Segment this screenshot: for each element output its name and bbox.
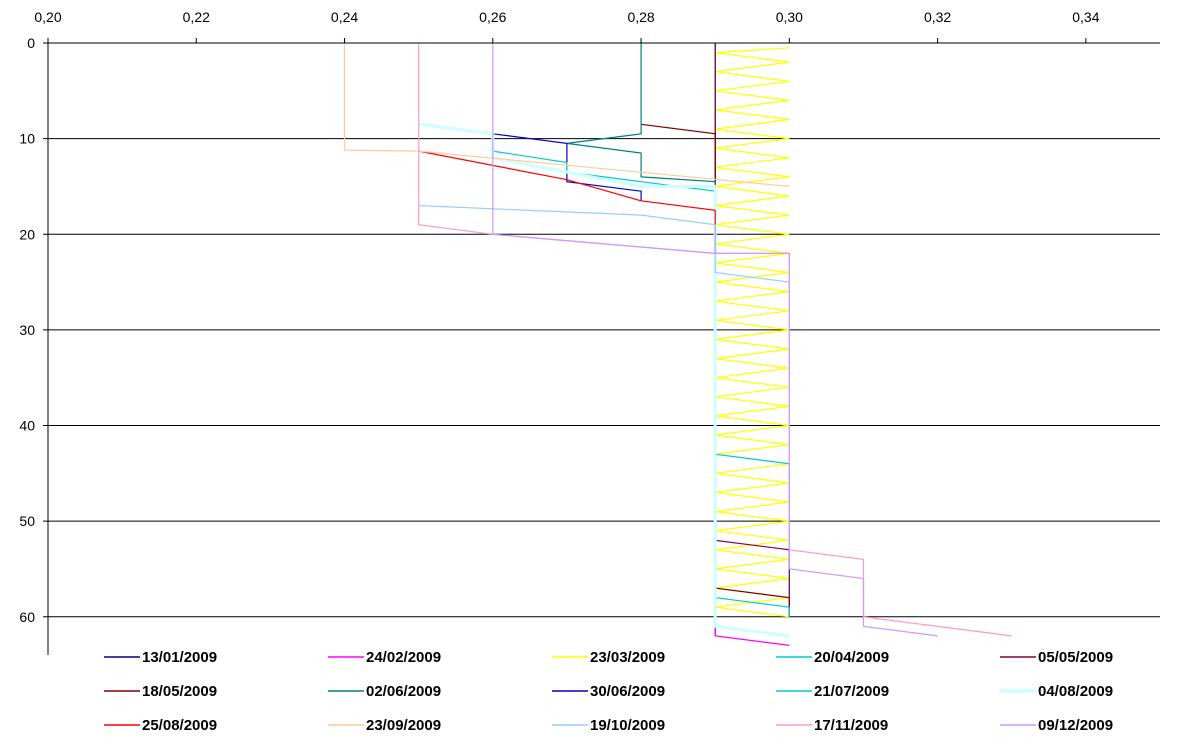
x-tick-label: 0,34: [1072, 9, 1099, 25]
series-line-15: [492, 43, 938, 637]
series-line-13: [418, 205, 790, 283]
legend-label: 19/10/2009: [590, 717, 665, 734]
series-line-7: [566, 43, 716, 541]
legend-label: 05/05/2009: [1038, 649, 1113, 666]
y-tick-label: 50: [19, 513, 35, 529]
legend-label: 02/06/2009: [366, 683, 441, 700]
x-tick-label: 0,24: [331, 9, 358, 25]
y-tick-label: 60: [19, 609, 35, 625]
y-tick-label: 20: [19, 226, 35, 242]
x-tick-label: 0,22: [183, 9, 210, 25]
x-tick-label: 0,28: [627, 9, 654, 25]
x-tick-label: 0,30: [776, 9, 803, 25]
legend-label: 30/06/2009: [590, 683, 665, 700]
x-tick-label: 0,20: [34, 9, 61, 25]
axes: 0,20 0,22 0,24 0,26 0,28 0,30 0,32 0,34 0 10 20 30 4…: [19, 9, 1160, 655]
gridlines: [48, 138, 1160, 618]
legend-label: 24/02/2009: [366, 649, 441, 666]
y-tick-label: 10: [19, 131, 35, 147]
legend-label: 21/07/2009: [814, 683, 889, 700]
legend-label: 25/08/2009: [142, 717, 217, 734]
y-tick-label: 0: [27, 35, 35, 51]
x-tick-label: 0,26: [479, 9, 506, 25]
series-line-8: [492, 133, 642, 201]
legend-label: 23/09/2009: [366, 717, 441, 734]
series-line-12: [343, 43, 790, 187]
legend-label: 04/08/2009: [1038, 683, 1113, 700]
legend-label: 09/12/2009: [1038, 717, 1113, 734]
y-tick-label: 40: [19, 418, 35, 434]
legend-label: 23/03/2009: [590, 649, 665, 666]
x-tick-label: 0,32: [924, 9, 951, 25]
legend-label: 20/04/2009: [814, 649, 889, 666]
legend-label: 13/01/2009: [142, 649, 217, 666]
series-lines: [343, 43, 1012, 646]
y-tick-label: 30: [19, 322, 35, 338]
legend-label: 17/11/2009: [814, 717, 888, 734]
legend: 13/01/2009 24/02/2009 23/03/2009 20/04/2009…: [104, 649, 1113, 734]
legend-label: 18/05/2009: [142, 683, 217, 700]
